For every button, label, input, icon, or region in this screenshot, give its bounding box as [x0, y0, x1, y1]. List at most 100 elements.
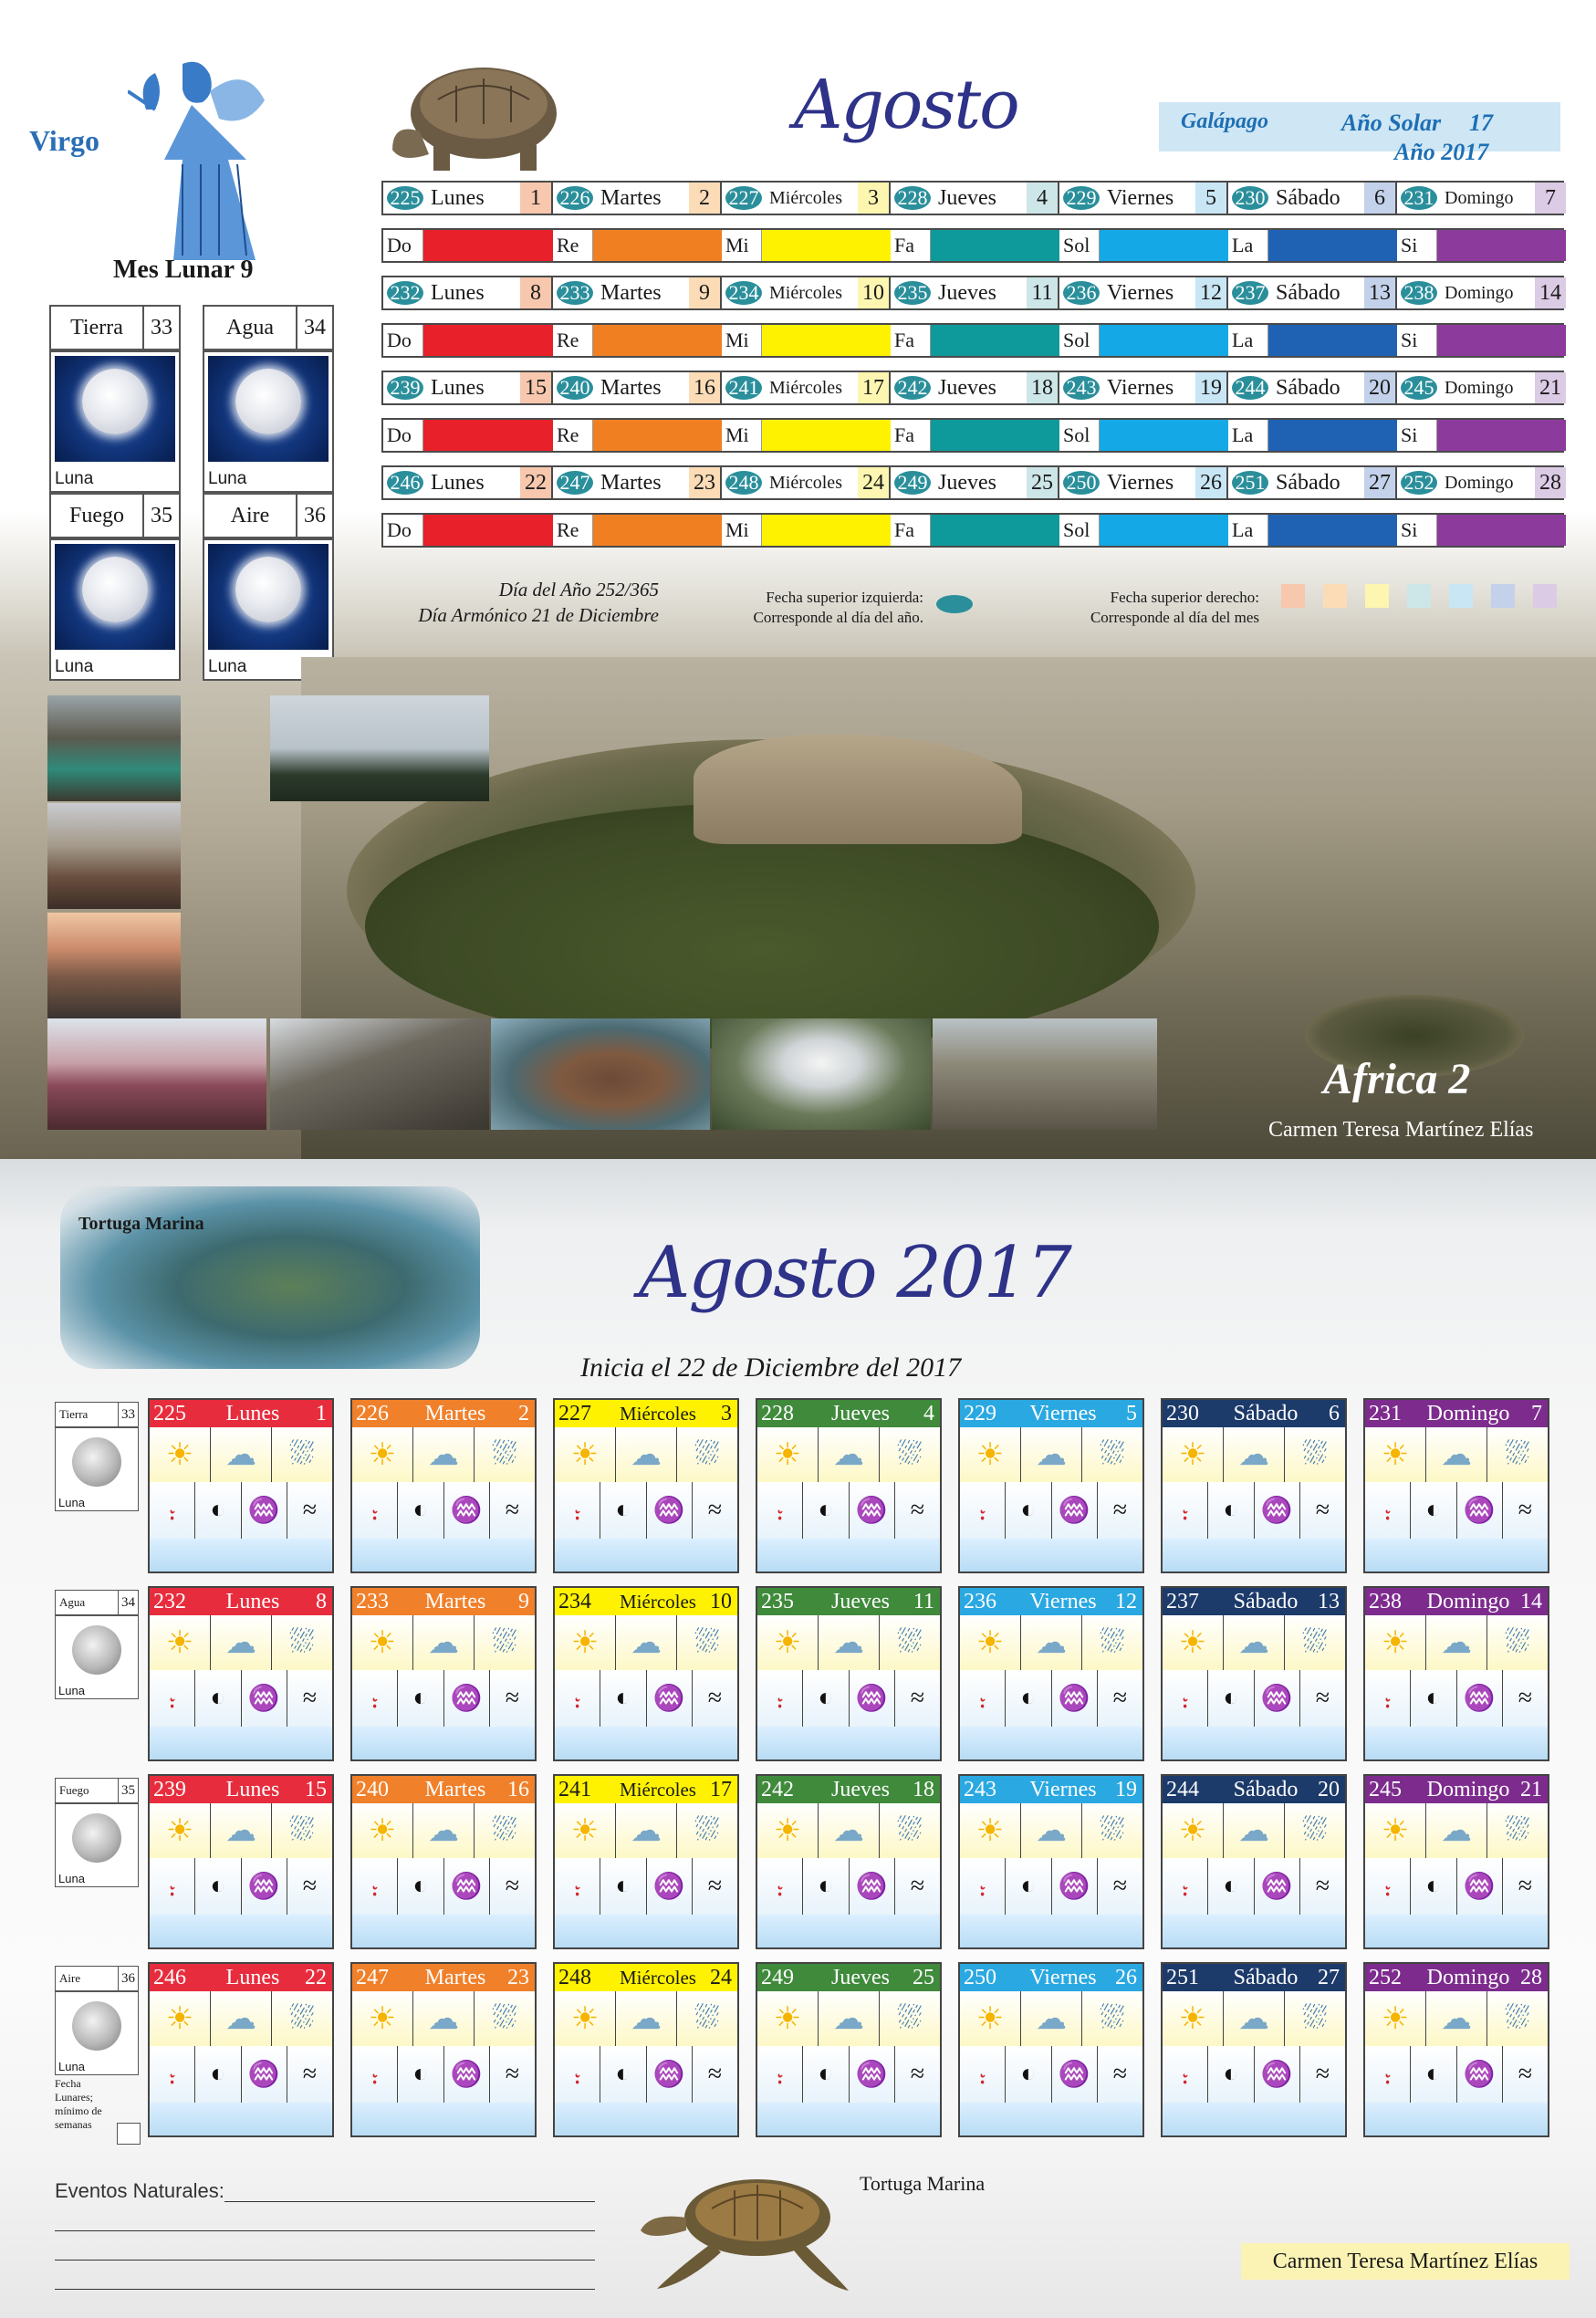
- week-day-cell[interactable]: 233 Martes 9: [553, 277, 722, 308]
- week-day-cell[interactable]: 251 Sábado 27: [1228, 467, 1397, 498]
- palm-tree-icon[interactable]: ♒: [242, 1482, 287, 1539]
- moon-phase-icon[interactable]: ◐: [398, 1670, 444, 1727]
- note-cell[interactable]: Re: [553, 515, 722, 546]
- cloud-icon[interactable]: ☁: [616, 1803, 677, 1858]
- thermometer-sun-icon[interactable]: ⹎: [555, 1670, 601, 1727]
- thermometer-sun-icon[interactable]: ⹎: [150, 1858, 196, 1915]
- cloud-icon[interactable]: ☁: [211, 1991, 272, 2046]
- palm-tree-icon[interactable]: ♒: [1255, 1482, 1300, 1539]
- day-box[interactable]: 247 Martes 23 ☀ ☁ ⛆ ⹎ ◐ ♒ ≈: [350, 1962, 537, 2137]
- thermometer-sun-icon[interactable]: ⹎: [1365, 1670, 1412, 1727]
- moon-phase-icon[interactable]: ◐: [1208, 1670, 1255, 1727]
- cloud-icon[interactable]: ☁: [1021, 1991, 1082, 2046]
- week-day-cell[interactable]: 245 Domingo 21: [1397, 372, 1566, 403]
- rain-cloud-icon[interactable]: ⛆: [1505, 2001, 1530, 2035]
- palm-tree-icon[interactable]: ♒: [1052, 1482, 1098, 1539]
- note-cell[interactable]: La: [1228, 420, 1397, 451]
- notes-strip[interactable]: [1365, 2103, 1548, 2135]
- moon-phase-icon[interactable]: ◐: [398, 2046, 444, 2103]
- note-cell[interactable]: Sol: [1059, 420, 1228, 451]
- rain-cloud-icon[interactable]: ⛆: [492, 1437, 517, 1471]
- day-box[interactable]: 248 Miércoles 24 ☀ ☁ ⛆ ⹎ ◐ ♒ ≈: [553, 1962, 739, 2137]
- moon-phase-icon[interactable]: ◐: [1411, 1670, 1457, 1727]
- cloud-icon[interactable]: ☁: [1426, 1615, 1487, 1670]
- note-cell[interactable]: Si: [1397, 515, 1566, 546]
- rain-cloud-icon[interactable]: ⛆: [289, 1437, 315, 1471]
- notes-strip[interactable]: [960, 1915, 1142, 1947]
- notes-strip[interactable]: [757, 1915, 940, 1947]
- note-cell[interactable]: Fa: [891, 230, 1059, 261]
- cloud-icon[interactable]: ☁: [211, 1427, 272, 1482]
- moon-phase-icon[interactable]: ◐: [600, 2046, 647, 2103]
- day-box[interactable]: 241 Miércoles 17 ☀ ☁ ⛆ ⹎ ◐ ♒ ≈: [553, 1774, 739, 1949]
- week-day-cell[interactable]: 249 Jueves 25: [891, 467, 1059, 498]
- sun-icon[interactable]: ☀: [352, 1615, 413, 1670]
- notes-strip[interactable]: [757, 1539, 940, 1571]
- palm-tree-icon[interactable]: ♒: [242, 1858, 287, 1915]
- wind-icon[interactable]: ≈: [707, 1684, 723, 1712]
- note-cell[interactable]: Fa: [891, 325, 1059, 356]
- day-box[interactable]: 227 Miércoles 3 ☀ ☁ ⛆ ⹎ ◐ ♒ ≈: [553, 1398, 739, 1573]
- thermometer-sun-icon[interactable]: ⹎: [1163, 1670, 1209, 1727]
- rain-cloud-icon[interactable]: ⛆: [897, 1813, 923, 1847]
- day-box[interactable]: 237 Sábado 13 ☀ ☁ ⛆ ⹎ ◐ ♒ ≈: [1161, 1586, 1347, 1761]
- moon-phase-icon[interactable]: ◐: [195, 2046, 242, 2103]
- wind-icon[interactable]: ≈: [505, 1872, 520, 1900]
- sun-icon[interactable]: ☀: [960, 1615, 1021, 1670]
- sun-icon[interactable]: ☀: [1163, 1991, 1224, 2046]
- day-box[interactable]: 233 Martes 9 ☀ ☁ ⛆ ⹎ ◐ ♒ ≈: [350, 1586, 537, 1761]
- wind-icon[interactable]: ≈: [505, 2060, 520, 2088]
- note-cell[interactable]: Si: [1397, 325, 1566, 356]
- moon-phase-icon[interactable]: ◐: [1006, 1858, 1052, 1915]
- thermometer-sun-icon[interactable]: ⹎: [960, 2046, 1007, 2103]
- cloud-icon[interactable]: ☁: [1021, 1427, 1082, 1482]
- note-cell[interactable]: Mi: [722, 515, 891, 546]
- rain-cloud-icon[interactable]: ⛆: [1302, 1625, 1328, 1659]
- palm-tree-icon[interactable]: ♒: [242, 1670, 287, 1727]
- thermometer-sun-icon[interactable]: ⹎: [1163, 1858, 1209, 1915]
- day-box[interactable]: 228 Jueves 4 ☀ ☁ ⛆ ⹎ ◐ ♒ ≈: [756, 1398, 942, 1573]
- day-box[interactable]: 240 Martes 16 ☀ ☁ ⛆ ⹎ ◐ ♒ ≈: [350, 1774, 537, 1949]
- cloud-icon[interactable]: ☁: [819, 1615, 880, 1670]
- week-day-cell[interactable]: 248 Miércoles 24: [722, 467, 891, 498]
- day-box[interactable]: 243 Viernes 19 ☀ ☁ ⛆ ⹎ ◐ ♒ ≈: [958, 1774, 1144, 1949]
- wind-icon[interactable]: ≈: [505, 1496, 520, 1524]
- wind-icon[interactable]: ≈: [707, 1496, 723, 1524]
- moon-phase-icon[interactable]: ◐: [803, 2046, 850, 2103]
- palm-tree-icon[interactable]: ♒: [1457, 2046, 1503, 2103]
- wind-icon[interactable]: ≈: [1518, 2060, 1533, 2088]
- sun-icon[interactable]: ☀: [1365, 1991, 1426, 2046]
- thermometer-sun-icon[interactable]: ⹎: [352, 1858, 399, 1915]
- sun-icon[interactable]: ☀: [555, 1803, 616, 1858]
- day-box[interactable]: 230 Sábado 6 ☀ ☁ ⛆ ⹎ ◐ ♒ ≈: [1161, 1398, 1347, 1573]
- rain-cloud-icon[interactable]: ⛆: [1302, 1437, 1328, 1471]
- day-box[interactable]: 242 Jueves 18 ☀ ☁ ⛆ ⹎ ◐ ♒ ≈: [756, 1774, 942, 1949]
- week-day-cell[interactable]: 228 Jueves 4: [891, 183, 1059, 214]
- day-box[interactable]: 250 Viernes 26 ☀ ☁ ⛆ ⹎ ◐ ♒ ≈: [958, 1962, 1144, 2137]
- wind-icon[interactable]: ≈: [707, 2060, 723, 2088]
- sun-icon[interactable]: ☀: [960, 1803, 1021, 1858]
- notes-strip[interactable]: [1163, 1915, 1345, 1947]
- week-day-cell[interactable]: 227 Miércoles 3: [722, 183, 891, 214]
- note-cell[interactable]: Sol: [1059, 515, 1228, 546]
- notes-strip[interactable]: [1365, 1915, 1548, 1947]
- cloud-icon[interactable]: ☁: [413, 1427, 475, 1482]
- moon-phase-icon[interactable]: ◐: [1006, 1670, 1052, 1727]
- eventos-line[interactable]: [55, 2289, 595, 2290]
- wind-icon[interactable]: ≈: [505, 1684, 520, 1712]
- sun-icon[interactable]: ☀: [757, 1991, 819, 2046]
- moon-phase-icon[interactable]: ◐: [1411, 1858, 1457, 1915]
- rain-cloud-icon[interactable]: ⛆: [289, 1813, 315, 1847]
- week-day-cell[interactable]: 242 Jueves 18: [891, 372, 1059, 403]
- thermometer-sun-icon[interactable]: ⹎: [757, 1482, 804, 1539]
- notes-strip[interactable]: [352, 1915, 535, 1947]
- notes-strip[interactable]: [352, 1539, 535, 1571]
- notes-strip[interactable]: [555, 1539, 737, 1571]
- wind-icon[interactable]: ≈: [910, 1684, 925, 1712]
- rain-cloud-icon[interactable]: ⛆: [694, 1813, 720, 1847]
- note-cell[interactable]: Sol: [1059, 325, 1228, 356]
- moon-phase-icon[interactable]: ◐: [1208, 1858, 1255, 1915]
- sun-icon[interactable]: ☀: [150, 1427, 211, 1482]
- sun-icon[interactable]: ☀: [150, 1803, 211, 1858]
- moon-phase-icon[interactable]: ◐: [398, 1482, 444, 1539]
